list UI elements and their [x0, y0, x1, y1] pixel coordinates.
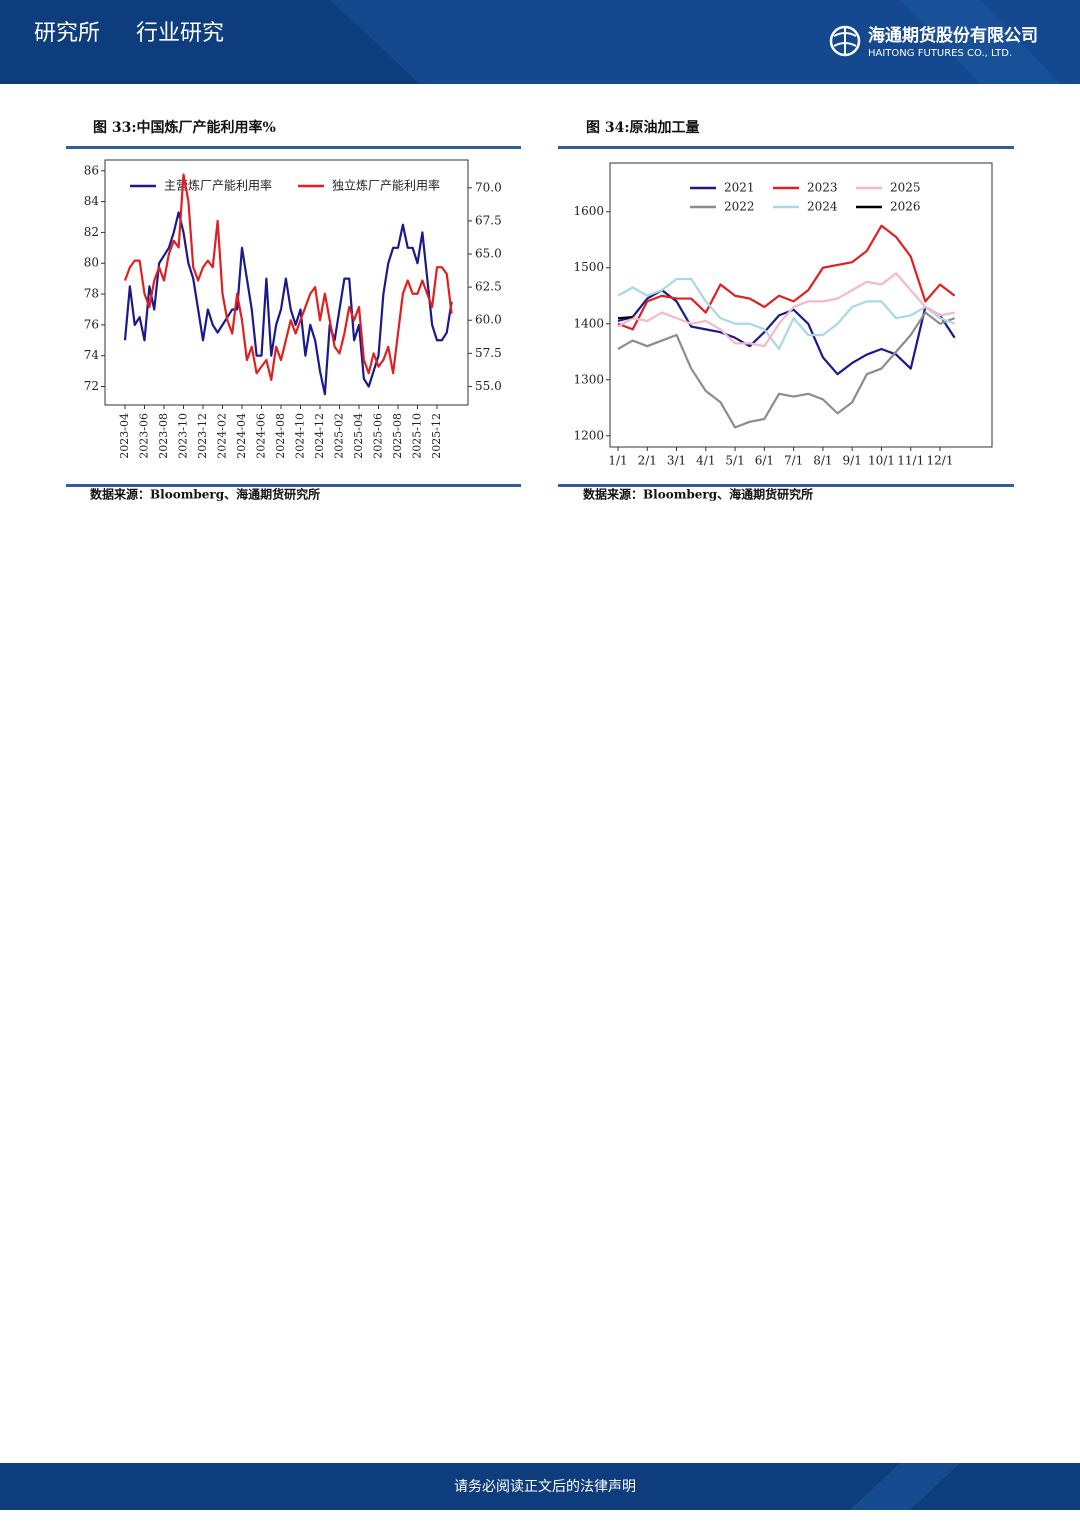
series-line	[617, 272, 955, 348]
x-tick-label: 2024-08	[274, 413, 287, 459]
x-tick-label: 9/1	[843, 454, 862, 468]
x-tick-label: 2/1	[638, 454, 657, 468]
x-tick-label: 6/1	[755, 454, 774, 468]
chart-title: 图 33:中国炼厂产能利用率%	[93, 119, 276, 136]
series-line	[617, 224, 956, 331]
series-line	[123, 211, 453, 396]
y-tick-label: 1500	[573, 260, 604, 274]
legend-label: 2026	[890, 200, 921, 214]
y-tick-label: 84	[84, 194, 100, 208]
legend-label: 2024	[807, 200, 838, 214]
y-tick-label: 78	[84, 287, 99, 301]
x-tick-label: 12/1	[927, 454, 954, 468]
x-tick-label: 2024-04	[235, 413, 248, 459]
x-tick-label: 2023-12	[196, 413, 209, 459]
x-tick-label: 11/1	[897, 454, 924, 468]
title-rule	[66, 146, 521, 149]
series-line	[617, 289, 956, 376]
x-tick-label: 2023-04	[118, 413, 131, 459]
chart-source: 数据来源：Bloomberg、海通期货研究所	[90, 487, 320, 502]
plot-frame	[609, 162, 993, 448]
y-tick-label: 1200	[573, 428, 604, 442]
series-line	[617, 277, 956, 351]
y-tick-label: 80	[84, 256, 99, 270]
chart-title: 图 34:原油加工量	[586, 119, 700, 136]
y-tick-label: 82	[84, 225, 99, 239]
logo-icon	[829, 25, 861, 57]
legend-label: 独立炼厂产能利用率	[332, 178, 440, 193]
title-rule	[558, 146, 1014, 149]
legend-label: 2022	[724, 200, 755, 214]
logo-en: HAITONG FUTURES CO., LTD.	[868, 48, 1012, 59]
x-tick-label: 2023-06	[138, 413, 151, 459]
x-tick-label: 2025-08	[391, 413, 404, 459]
header-shade	[900, 0, 1060, 84]
y2-tick-label: 57.5	[475, 346, 502, 360]
x-tick-label: 1/1	[608, 454, 627, 468]
x-tick-label: 2025-10	[411, 413, 424, 459]
x-tick-label: 3/1	[667, 454, 686, 468]
x-tick-label: 7/1	[784, 454, 803, 468]
y-tick-label: 74	[84, 348, 100, 362]
y2-tick-label: 55.0	[475, 379, 502, 393]
legend-label: 2021	[724, 181, 755, 195]
y2-tick-label: 65.0	[475, 247, 502, 261]
plot-frame	[104, 159, 469, 406]
series-line	[617, 315, 633, 320]
legend-label: 2025	[890, 181, 921, 195]
series-line	[617, 311, 956, 429]
footer-shade	[850, 1463, 960, 1510]
x-tick-label: 2024-12	[313, 413, 326, 459]
x-tick-label: 2025-02	[333, 413, 346, 459]
y2-tick-label: 62.5	[475, 280, 502, 294]
bottom-rule	[558, 484, 1014, 487]
x-tick-label: 2024-02	[216, 413, 229, 459]
y-tick-label: 86	[84, 163, 99, 177]
x-tick-label: 10/1	[868, 454, 895, 468]
legend-label: 2023	[807, 181, 838, 195]
x-tick-label: 2023-10	[177, 413, 190, 459]
x-tick-label: 5/1	[725, 454, 744, 468]
x-tick-label: 2023-08	[157, 413, 170, 459]
series-line	[123, 173, 453, 381]
x-tick-label: 4/1	[696, 454, 715, 468]
y-tick-label: 1400	[573, 316, 604, 330]
header-shade	[330, 0, 1080, 84]
x-tick-label: 2025-12	[430, 413, 443, 459]
x-tick-label: 2024-10	[294, 413, 307, 459]
x-tick-label: 2025-06	[372, 413, 385, 459]
y2-tick-label: 67.5	[475, 213, 502, 227]
chart-source: 数据来源：Bloomberg、海通期货研究所	[583, 487, 813, 502]
y-tick-label: 1600	[573, 204, 604, 218]
y2-tick-label: 70.0	[475, 180, 502, 194]
y-tick-label: 76	[84, 317, 99, 331]
header-section: 行业研究	[136, 21, 224, 46]
x-tick-label: 8/1	[813, 454, 832, 468]
header-left: 研究所	[34, 21, 100, 46]
bottom-rule	[66, 484, 521, 487]
logo-cn: 海通期货股份有限公司	[868, 25, 1038, 46]
legend-label: 主营炼厂产能利用率	[164, 178, 272, 193]
x-tick-label: 2024-06	[255, 413, 268, 459]
y-tick-label: 72	[84, 379, 99, 393]
y2-tick-label: 60.0	[475, 313, 502, 327]
footer-text: 请务必阅读正文后的法律声明	[454, 1478, 636, 1495]
x-tick-label: 2025-04	[352, 413, 365, 459]
y-tick-label: 1300	[573, 372, 604, 386]
